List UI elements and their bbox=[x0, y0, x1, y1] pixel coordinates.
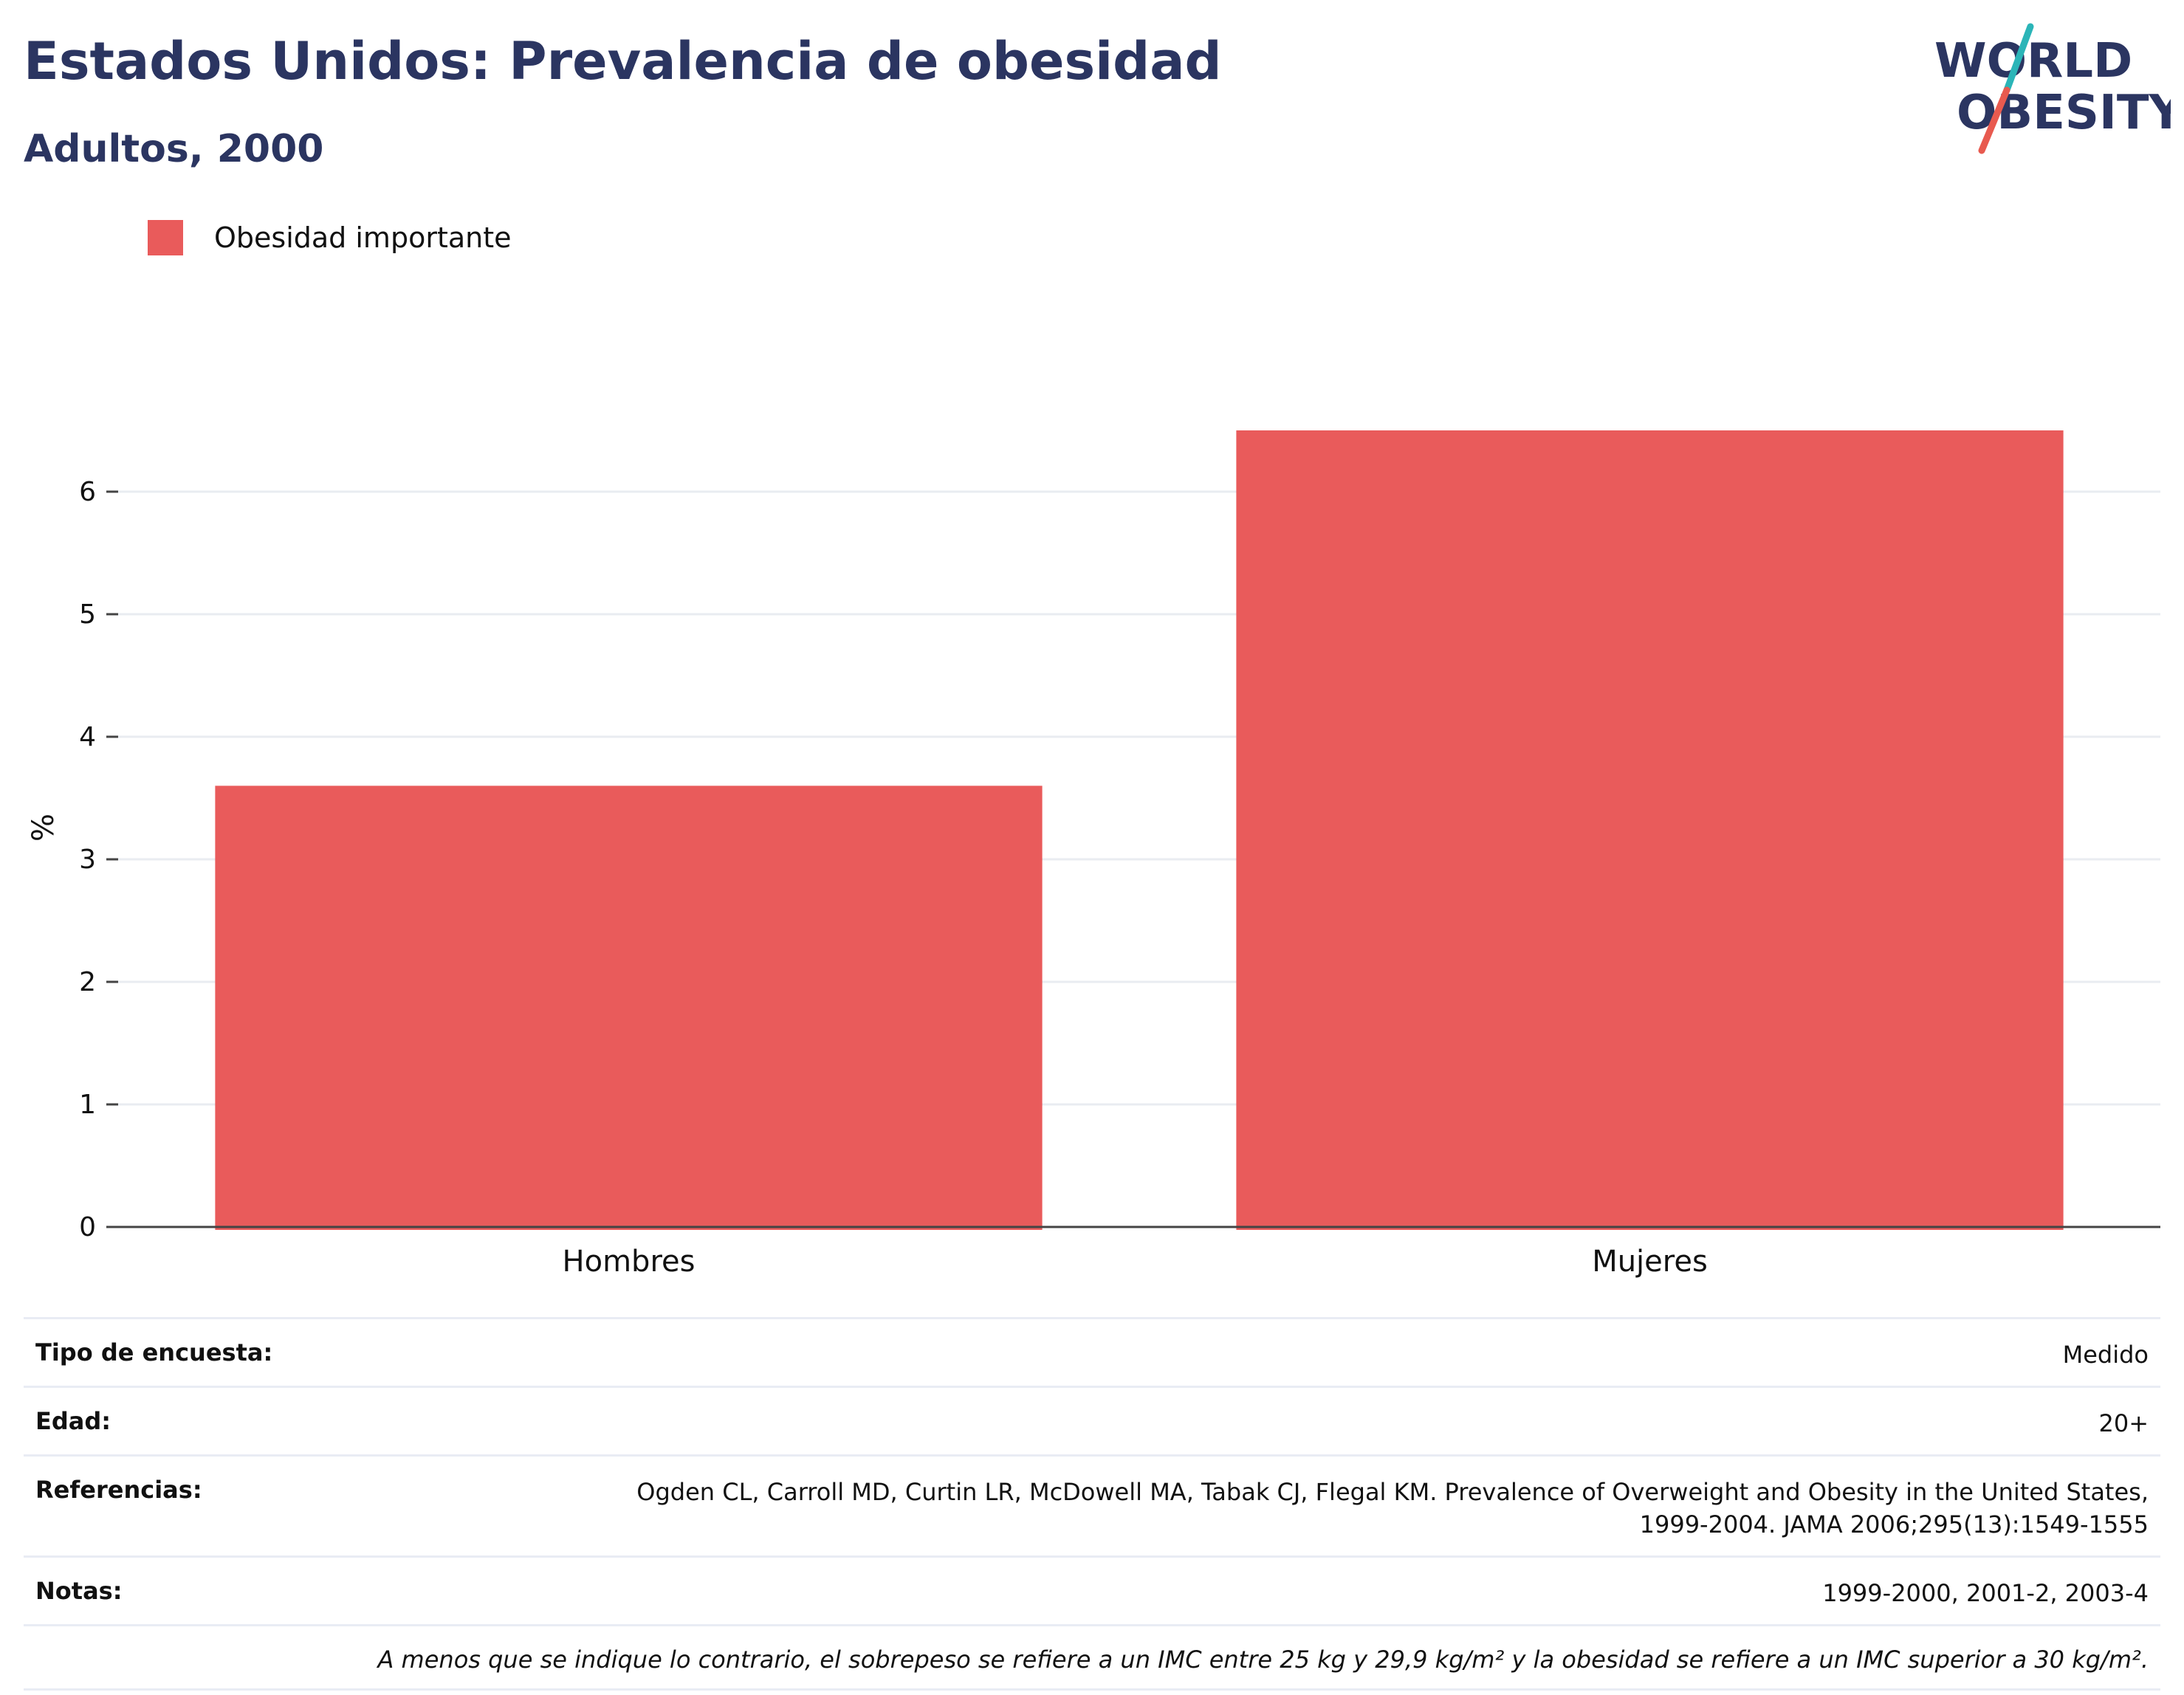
y-tick-label: 0 bbox=[79, 1212, 96, 1242]
bar-chart: 0 1 2 3 4 5 6% Hombres Mujeres bbox=[27, 430, 2160, 1279]
y-tick-label: 6 bbox=[79, 477, 96, 507]
legend-label: Obesidad importante bbox=[214, 221, 512, 254]
meta-value-age: 20+ bbox=[2098, 1409, 2149, 1437]
y-tick-label: 1 bbox=[79, 1090, 96, 1120]
meta-row-footnote: A menos que se indique lo contrario, el … bbox=[24, 1624, 2160, 1691]
meta-value-references-line2: 1999-2004. JAMA 2006;295(13):1549-1555 bbox=[1639, 1510, 2149, 1538]
meta-value-notes: 1999-2000, 2001-2, 2003-4 bbox=[1822, 1579, 2149, 1607]
y-tick-label: 4 bbox=[79, 722, 96, 752]
meta-label-survey-type: Tipo de encuesta: bbox=[35, 1338, 273, 1366]
logo-text-world: WORLD bbox=[1934, 34, 2132, 89]
x-tick-label: Hombres bbox=[563, 1245, 696, 1279]
meta-label-notes: Notas: bbox=[35, 1577, 123, 1605]
y-tick-label: 5 bbox=[79, 599, 96, 630]
chart-legend[interactable]: Obesidad importante bbox=[148, 220, 512, 255]
y-tick-label: 2 bbox=[79, 967, 96, 997]
chart-subtitle: Adultos, 2000 bbox=[24, 127, 324, 171]
legend-swatch bbox=[148, 220, 183, 255]
world-obesity-logo: WORLD OBESITY bbox=[1934, 23, 2171, 154]
meta-row-notes: Notas: 1999-2000, 2001-2, 2003-4 bbox=[24, 1555, 2160, 1624]
meta-value-survey-type: Medido bbox=[2062, 1341, 2149, 1369]
meta-value-references-line1: Ogden CL, Carroll MD, Curtin LR, McDowel… bbox=[636, 1478, 2149, 1506]
metadata-table: Tipo de encuesta: Medido Edad: 20+ Refer… bbox=[24, 1317, 2160, 1691]
y-axis-label: % bbox=[27, 814, 61, 842]
meta-label-age: Edad: bbox=[35, 1407, 111, 1435]
meta-row-survey-type: Tipo de encuesta: Medido bbox=[24, 1317, 2160, 1386]
meta-label-references: Referencias: bbox=[35, 1476, 202, 1504]
meta-value-references: Ogden CL, Carroll MD, Curtin LR, McDowel… bbox=[636, 1476, 2149, 1541]
logo-slash-top bbox=[2003, 23, 2034, 94]
y-tick-label: 3 bbox=[79, 845, 96, 875]
bar-mujeres bbox=[1236, 430, 2064, 1230]
bar-hombres bbox=[215, 785, 1043, 1230]
logo-slash-bottom bbox=[1978, 86, 2010, 154]
meta-row-age: Edad: 20+ bbox=[24, 1386, 2160, 1454]
chart-title: Estados Unidos: Prevalencia de obesidad bbox=[24, 31, 1222, 92]
x-tick-label: Mujeres bbox=[1592, 1245, 1708, 1279]
meta-row-references: Referencias: Ogden CL, Carroll MD, Curti… bbox=[24, 1454, 2160, 1555]
meta-footnote: A menos que se indique lo contrario, el … bbox=[377, 1646, 2149, 1674]
